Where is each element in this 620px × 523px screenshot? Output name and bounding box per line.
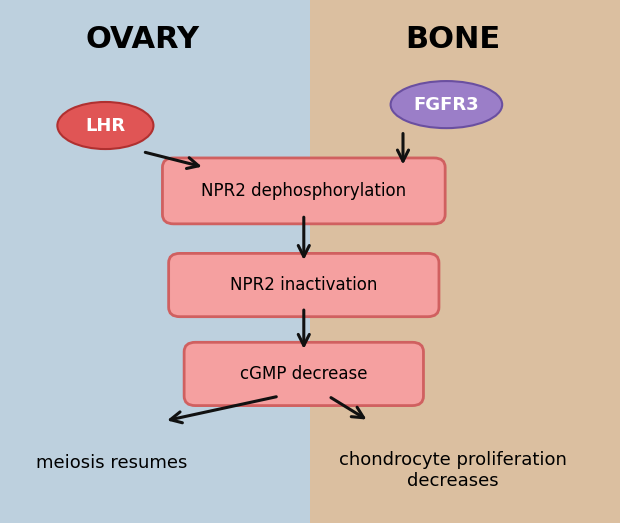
Text: NPR2 dephosphorylation: NPR2 dephosphorylation [202,182,406,200]
FancyBboxPatch shape [169,253,439,317]
Ellipse shape [58,102,153,149]
Text: LHR: LHR [86,117,125,134]
Bar [0,0,310,523]
Text: OVARY: OVARY [86,25,200,54]
Text: BONE: BONE [405,25,500,54]
FancyBboxPatch shape [184,343,423,406]
FancyBboxPatch shape [162,158,445,224]
Text: NPR2 inactivation: NPR2 inactivation [230,276,378,294]
Text: cGMP decrease: cGMP decrease [240,365,368,383]
Bar [310,0,620,523]
Text: chondrocyte proliferation
decreases: chondrocyte proliferation decreases [339,451,567,490]
Ellipse shape [391,81,502,128]
Text: meiosis resumes: meiosis resumes [36,454,187,472]
Text: FGFR3: FGFR3 [414,96,479,113]
